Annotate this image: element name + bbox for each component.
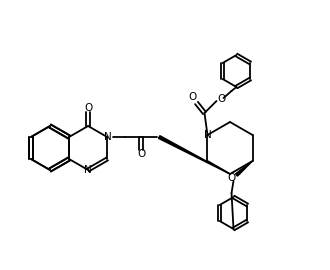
Text: O: O	[137, 149, 145, 159]
Text: O: O	[227, 173, 236, 183]
Text: N: N	[84, 165, 92, 175]
Polygon shape	[236, 161, 252, 176]
Polygon shape	[158, 136, 230, 174]
Text: N: N	[104, 132, 112, 142]
Text: O: O	[84, 103, 92, 113]
Text: N: N	[204, 130, 211, 140]
Text: O: O	[188, 92, 197, 102]
Text: O: O	[217, 94, 226, 104]
